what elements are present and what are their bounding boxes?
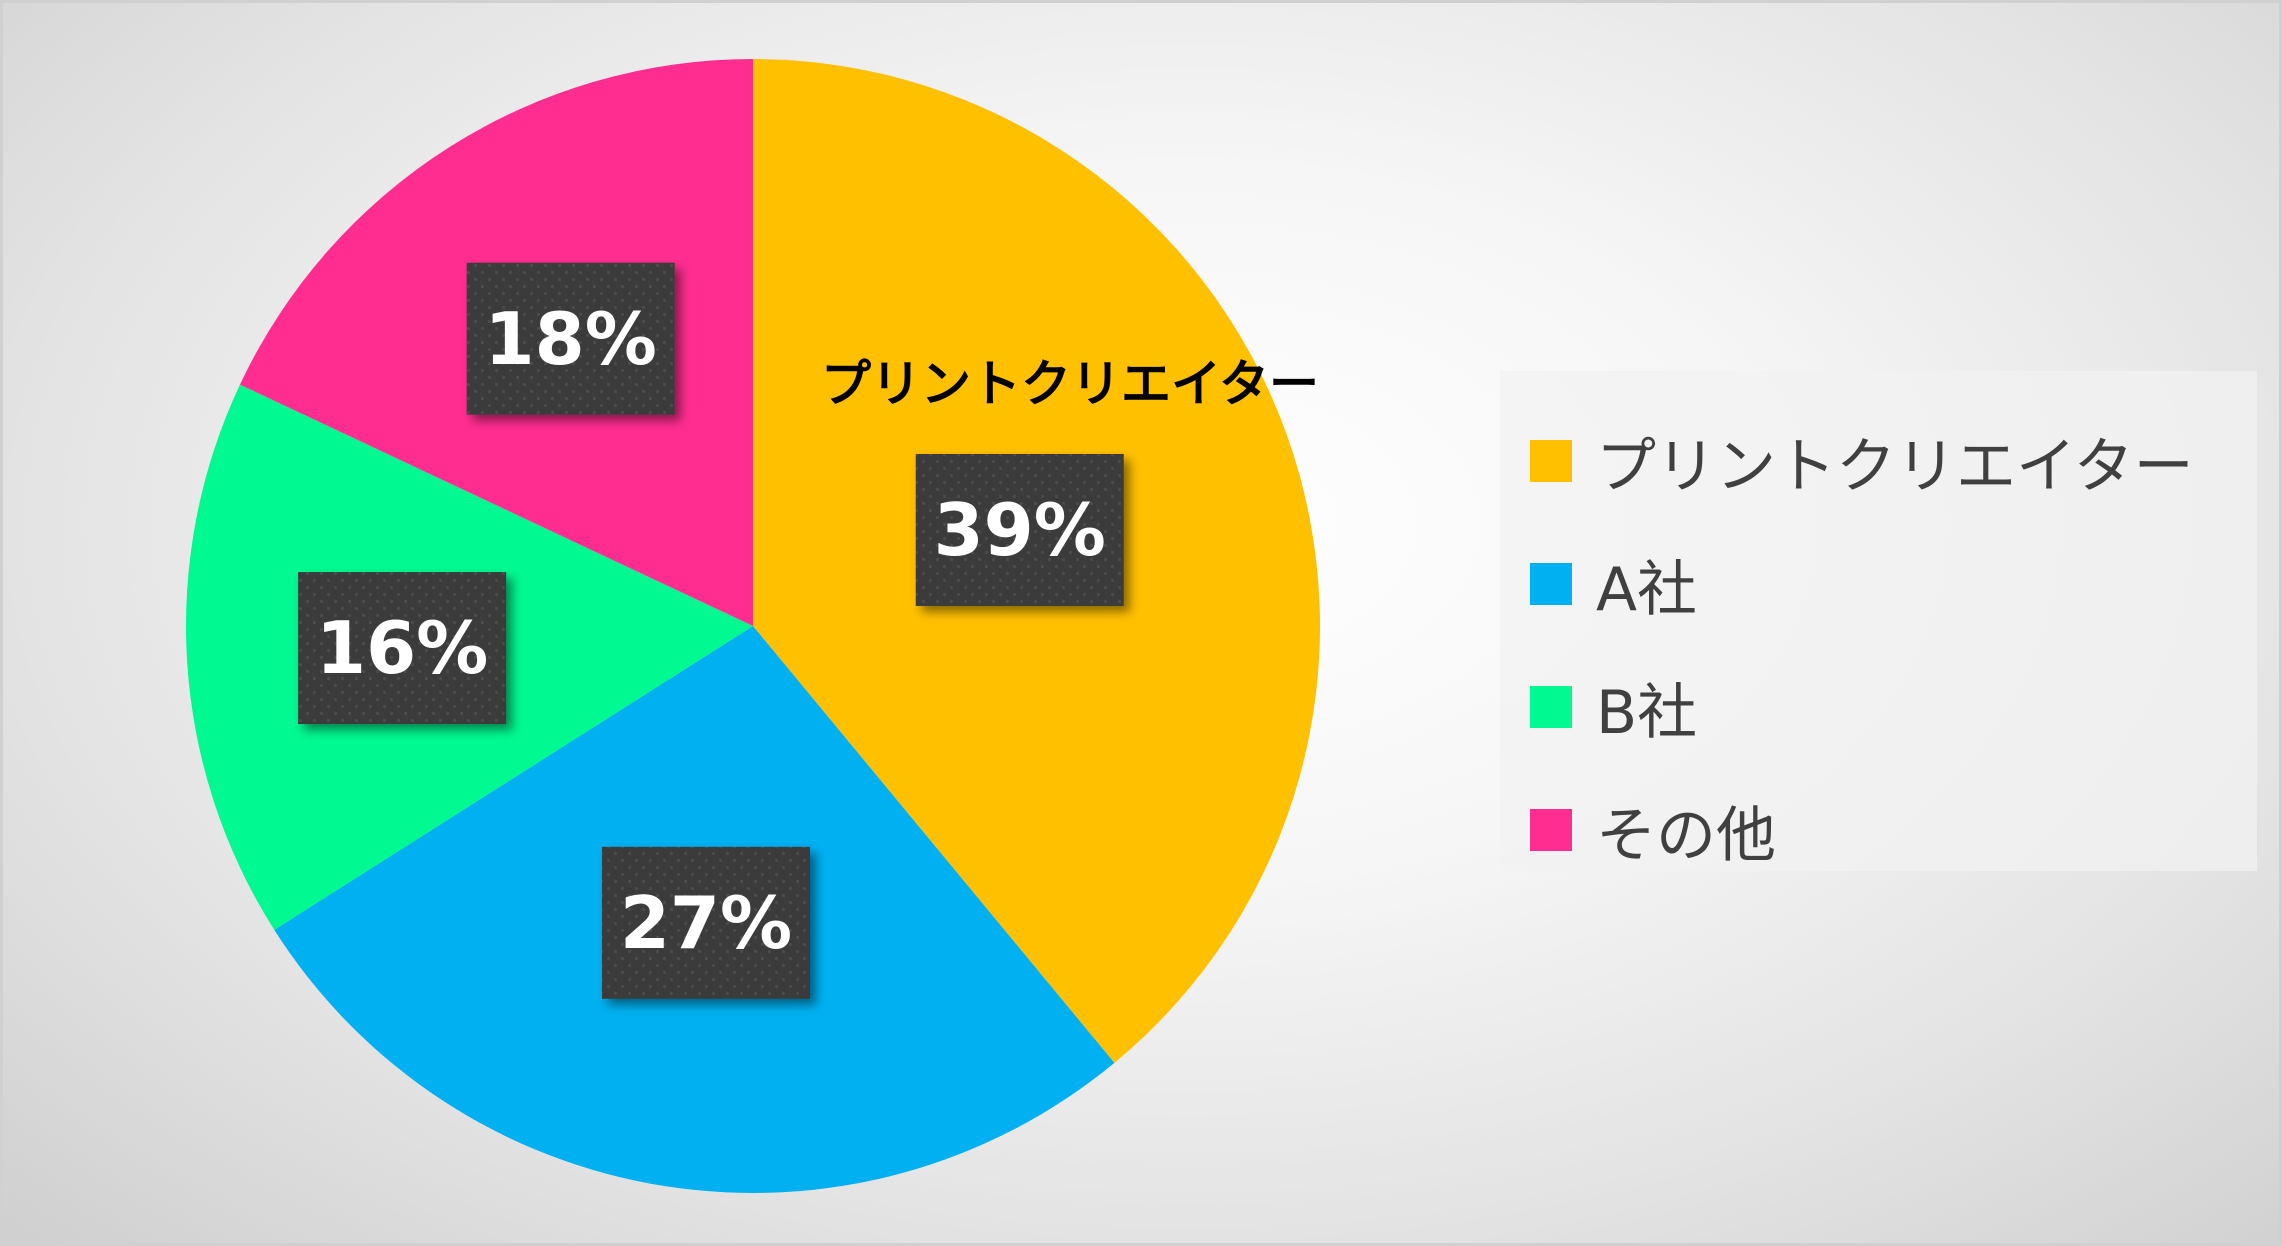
legend-label: B社 bbox=[1596, 677, 1698, 748]
legend-swatch bbox=[1530, 809, 1572, 851]
legend-label: プリントクリエイター bbox=[1596, 431, 2194, 502]
legend-label: その他 bbox=[1596, 800, 1776, 871]
legend-swatch bbox=[1530, 686, 1572, 728]
legend-item-print-creator: プリントクリエイター bbox=[1530, 421, 2194, 502]
data-label-box bbox=[466, 262, 675, 415]
legend-item-company-b: B社 bbox=[1530, 667, 1697, 748]
legend-item-company-a: A社 bbox=[1530, 544, 1697, 625]
data-label-company-b: 16% bbox=[298, 572, 507, 725]
legend-swatch bbox=[1530, 563, 1572, 605]
data-label-value: 39% bbox=[934, 488, 1106, 572]
pie-chart: 39% 27% 16% 18% プリントクリエイター bbox=[185, 59, 1320, 1193]
data-label-box bbox=[915, 453, 1124, 606]
data-label-value: 27% bbox=[620, 881, 792, 965]
data-label-print-creator: 39% bbox=[915, 453, 1124, 606]
legend-swatch bbox=[1530, 440, 1572, 482]
data-label-other: 18% bbox=[466, 262, 675, 415]
pie-data-labels: 39% 27% 16% 18% bbox=[298, 262, 1124, 999]
data-label-box bbox=[601, 846, 810, 999]
legend-label: A社 bbox=[1596, 554, 1698, 625]
data-label-value: 16% bbox=[316, 606, 488, 690]
data-label-value: 18% bbox=[485, 297, 657, 381]
legend: プリントクリエイター A社 B社 その他 bbox=[1500, 371, 2257, 871]
callout-label: プリントクリエイター bbox=[821, 355, 1319, 413]
data-label-company-a: 27% bbox=[601, 846, 810, 999]
data-label-box bbox=[298, 572, 507, 725]
legend-item-other: その他 bbox=[1530, 790, 1776, 871]
